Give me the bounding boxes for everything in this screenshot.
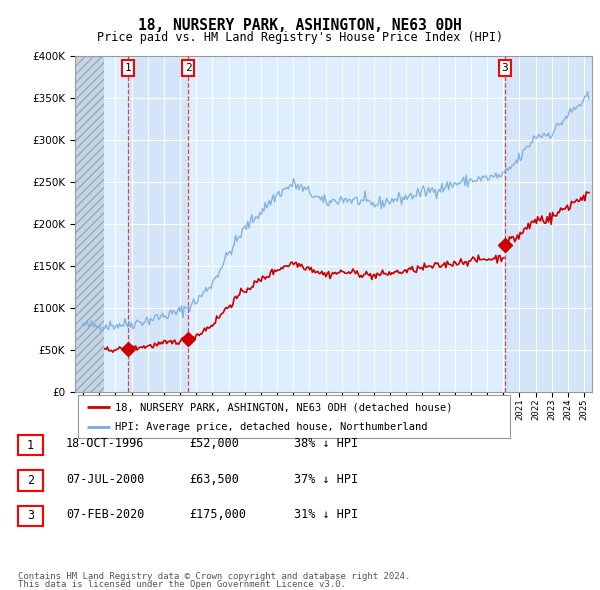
Text: 38% ↓ HPI: 38% ↓ HPI [294,437,358,450]
Text: £52,000: £52,000 [189,437,239,450]
Text: 2: 2 [27,474,34,487]
Text: 31% ↓ HPI: 31% ↓ HPI [294,508,358,521]
Text: 37% ↓ HPI: 37% ↓ HPI [294,473,358,486]
Text: Contains HM Land Registry data © Crown copyright and database right 2024.: Contains HM Land Registry data © Crown c… [18,572,410,581]
Bar [75,56,104,392]
Text: 1: 1 [125,63,131,73]
Text: 3: 3 [502,63,508,73]
Text: 2: 2 [185,63,191,73]
Text: 1: 1 [27,438,34,452]
Text: 18, NURSERY PARK, ASHINGTON, NE63 0DH (detached house): 18, NURSERY PARK, ASHINGTON, NE63 0DH (d… [115,402,452,412]
Text: 3: 3 [27,509,34,523]
Bar [505,56,592,392]
Text: This data is licensed under the Open Government Licence v3.0.: This data is licensed under the Open Gov… [18,579,346,589]
Text: 07-JUL-2000: 07-JUL-2000 [66,473,145,486]
Text: 07-FEB-2020: 07-FEB-2020 [66,508,145,521]
Text: 18, NURSERY PARK, ASHINGTON, NE63 0DH: 18, NURSERY PARK, ASHINGTON, NE63 0DH [138,18,462,32]
Text: Price paid vs. HM Land Registry's House Price Index (HPI): Price paid vs. HM Land Registry's House … [97,31,503,44]
Bar [128,56,188,392]
Text: £63,500: £63,500 [189,473,239,486]
Text: HPI: Average price, detached house, Northumberland: HPI: Average price, detached house, Nort… [115,422,427,432]
Text: 18-OCT-1996: 18-OCT-1996 [66,437,145,450]
Text: £175,000: £175,000 [189,508,246,521]
